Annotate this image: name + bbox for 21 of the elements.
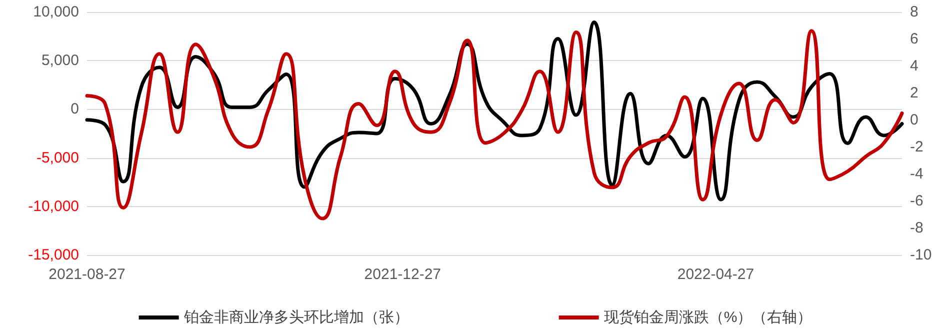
y2-tick-label: -4 — [910, 166, 924, 182]
legend-label: 铂金非商业净多头环比增加（张） — [182, 309, 409, 326]
y2-tick-label: 8 — [910, 4, 918, 20]
y-tick-label: 10,000 — [33, 4, 79, 20]
y2-tick-label: 6 — [910, 30, 918, 48]
y-tick-label: -15,000 — [28, 246, 79, 264]
y-tick-label: 0 — [70, 100, 79, 118]
y-tick-label: -5,000 — [36, 149, 79, 166]
y2-tick-label: -10 — [910, 246, 932, 264]
y2-tick-label: -6 — [910, 192, 924, 210]
y2-tick-label: -2 — [910, 138, 924, 156]
y2-tick-label: 4 — [910, 58, 918, 74]
y2-tick-label: 2 — [910, 84, 918, 102]
y-tick-label: -10,000 — [28, 198, 79, 215]
x-tick-label: 2021-12-27 — [364, 266, 442, 283]
legend-label: 现货铂金周涨跌（%）（右轴） — [604, 309, 812, 326]
x-tick-label: 2022-04-27 — [677, 266, 754, 283]
x-tick-label: 2021-08-27 — [48, 266, 126, 283]
y-tick-label: 5,000 — [41, 52, 79, 70]
y2-tick-label: 0 — [910, 112, 918, 128]
y2-tick-label: -8 — [910, 220, 924, 236]
